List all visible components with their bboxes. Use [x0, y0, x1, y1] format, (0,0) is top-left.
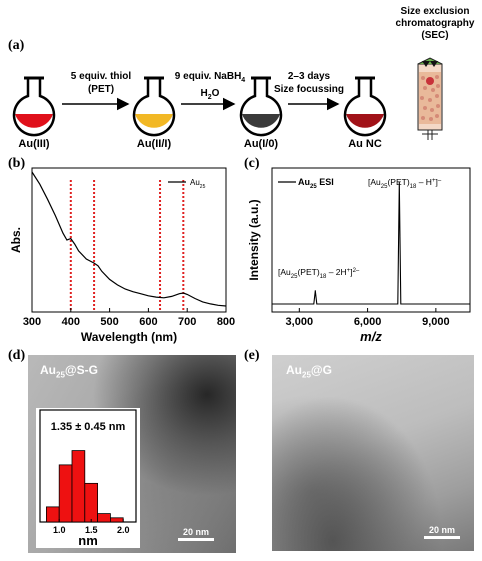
x-tick-label-b-800: 800 [217, 316, 235, 328]
hist-tick-label-2: 2.0 [117, 525, 130, 535]
flask-label-4: Au NC [348, 138, 382, 150]
x-tick-label-b-500: 500 [100, 316, 118, 328]
synthesis-scheme [12, 57, 443, 140]
legend-label-b: Au25 [190, 178, 206, 190]
tem-d-title: Au25@S-G [40, 363, 98, 380]
hist-tick-label-0: 1.0 [53, 525, 66, 535]
flask-label-3: Au(I/0) [243, 138, 279, 150]
arrow-3-line-1: 2–3 days [287, 71, 331, 82]
peak-annotation-2: [Au25(PET)18 – 2H+]2– [278, 267, 360, 280]
tem-e-scalebar: 20 nm [424, 525, 460, 539]
histogram-bar-3 [71, 450, 86, 523]
mass-spectrum-chart: 3,000 6,000 9,000 m/z Intensity (a.u.) Au25 E… [247, 167, 471, 344]
y-axis-label-c: Intensity (a.u.) [247, 199, 261, 280]
x-tick-label-b-400: 400 [62, 316, 80, 328]
flask-liquid-2 [135, 114, 173, 128]
sec-column-icon [417, 57, 443, 140]
peak-marker-2 [398, 181, 400, 184]
tem-d-scalebar: 20 nm [178, 527, 214, 541]
histogram-bar-5 [97, 513, 111, 523]
peak-marker-1 [314, 290, 316, 292]
y-axis-label-b: Abs. [9, 227, 23, 253]
x-tick-label-c-3000: 3,000 [286, 316, 314, 328]
sec-title-line-3: (SEC) [421, 30, 449, 41]
panel-b-label: (b) [8, 156, 26, 171]
tem-e-scalebar-line [424, 536, 460, 539]
plot-frame-b [31, 167, 227, 313]
histogram-bar-2 [58, 464, 73, 523]
panel-c-label: (c) [244, 156, 260, 171]
flask-icon-3 [239, 76, 283, 137]
peak-annotation-1: [Au25(PET)18 – H+]– [368, 177, 442, 190]
flask-outline-1 [12, 78, 56, 137]
flask-label-2: Au(II/I) [136, 138, 172, 150]
sec-title: Size exclusion chromatography (SEC) [392, 6, 478, 42]
flask-liquid-3 [242, 114, 280, 128]
flask-icon-1 [12, 76, 56, 137]
arrow-label-3: 2–3 days Size focussing [264, 70, 354, 96]
sec-title-line-2: chromatography [395, 18, 475, 29]
tem-image-e: Au25@G 20 nm [272, 355, 474, 551]
sec-title-line-1: Size exclusion [400, 6, 470, 17]
x-tick-label-b-600: 600 [139, 316, 157, 328]
panel-a-label: (a) [8, 38, 25, 53]
arrow-2-line-1: 9 equiv. NaBH4 [174, 71, 246, 84]
flask-outline-2 [132, 78, 176, 137]
tem-d-scalebar-line [178, 538, 214, 541]
flask-icon-2 [132, 76, 176, 137]
x-axis-label-c: m/z [360, 329, 382, 344]
arrow-2-line-2: H2O [200, 88, 220, 101]
tem-d-scalebar-label: 20 nm [182, 527, 209, 537]
histogram-bar-4 [84, 482, 98, 523]
x-tick-label-b-300: 300 [23, 316, 41, 328]
arrow-label-2: 9 equiv. NaBH4 H2O [160, 70, 260, 104]
histogram-bar-1 [45, 506, 60, 523]
absorbance-chart: 300 400 500 600 700 800 Wavelength (nm) Abs. Au2… [9, 167, 235, 344]
panel-e-label: (e) [244, 348, 260, 363]
flask-outline-4 [343, 78, 387, 137]
x-tick-label-b-700: 700 [178, 316, 196, 328]
flask-icon-4 [343, 76, 387, 137]
x-tick-label-c-9000: 9,000 [422, 316, 450, 328]
x-tick-label-c-6000: 6,000 [354, 316, 382, 328]
plot-frame-c [271, 167, 471, 313]
arrow-3-line-2: Size focussing [273, 84, 344, 95]
tem-e-title: Au25@G [286, 363, 332, 380]
flask-liquid-1 [15, 114, 53, 128]
arrow-label-1: 5 equiv. thiol (PET) [58, 70, 144, 96]
flask-outline-3 [239, 78, 283, 137]
size-histogram-inset: 1.35 ± 0.45 nm 1.0 1.5 2.0 nm [36, 408, 140, 548]
panel-d-label: (d) [8, 348, 26, 363]
histogram-background [36, 408, 140, 548]
histogram-x-label: nm [78, 533, 98, 548]
x-axis-label-b: Wavelength (nm) [81, 330, 177, 344]
flask-liquid-4 [346, 114, 384, 128]
flask-label-1: Au(III) [18, 138, 50, 150]
arrow-1-line-2: (PET) [87, 84, 115, 95]
series-line-au25 [31, 171, 227, 307]
tem-e-scalebar-label: 20 nm [428, 525, 455, 535]
spectrum-line [272, 182, 470, 305]
histogram-title: 1.35 ± 0.45 nm [51, 421, 126, 433]
histogram-bar-6 [110, 517, 124, 523]
hist-tick-label-1: 1.5 [85, 525, 98, 535]
arrow-1-line-1: 5 equiv. thiol [70, 71, 132, 82]
legend-label-c: Au25 ESI [298, 177, 334, 190]
